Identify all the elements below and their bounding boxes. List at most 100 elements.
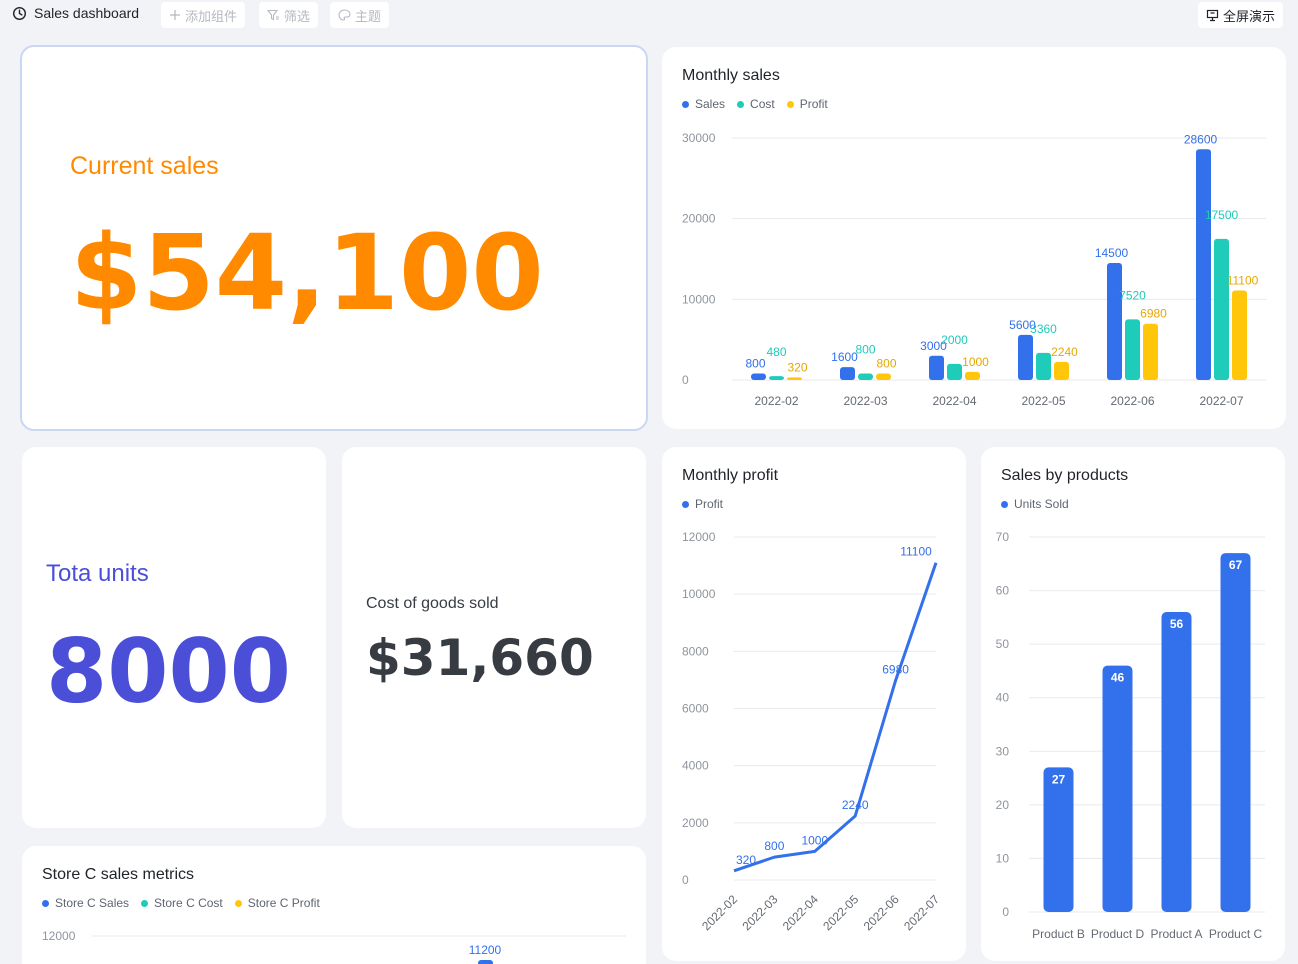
legend-dot [234,899,242,907]
y-tick-label: 6000 [682,702,709,716]
x-tick-label: 2022-04 [780,892,821,933]
filter-label: 筛选 [284,9,311,25]
legend-item-store-c-cost[interactable]: Store C Cost [141,896,223,910]
cogs-card[interactable]: Cost of goods sold $31,660 [342,447,646,828]
monthly-sales-legend: Sales Cost Profit [682,97,828,111]
monthly-sales-card[interactable]: Monthly sales Sales Cost Profit 0 10000 20… [662,47,1286,429]
y-tick-label: 30 [996,744,1010,758]
bar-profit [965,371,980,380]
y-tick-label: 8000 [682,644,709,658]
bar-cost [1125,319,1140,380]
sales-by-products-title: Sales by products [1001,467,1129,484]
data-label: 320 [787,360,807,374]
total-units-label: Tota units [46,560,149,587]
data-label: 28600 [1184,132,1218,146]
y-tick-label: 0 [682,373,689,387]
x-tick-label: 2022-04 [932,394,976,408]
data-label: 5600 [1009,318,1036,332]
plus-icon [170,10,180,20]
bar-profit [876,373,891,380]
legend-label: Sales [695,97,726,111]
top-bar: Sales dashboard 添加组件 筛选 主题 全屏演示 [0,0,1298,30]
legend-item-profit[interactable]: Profit [786,97,828,111]
monthly-profit-title: Monthly profit [682,467,779,484]
data-label: 800 [745,357,765,371]
data-label: 3360 [1030,322,1057,336]
bar-sales [1196,149,1211,380]
x-tick-label: 2022-02 [754,394,798,408]
legend-dot [737,100,745,108]
data-label: 1000 [962,355,989,369]
bar-cost [858,373,873,380]
store-c-title: Store C sales metrics [42,866,195,883]
data-label: 11100 [900,545,932,559]
bar-cost [769,376,784,380]
store-c-card[interactable]: Store C sales metrics Store C Sales Stor… [22,846,646,964]
filter-button[interactable]: 筛选 [259,2,319,28]
y-tick-label: 0 [1002,905,1009,919]
y-tick-label: 10000 [682,292,716,306]
bar-units-sold [1161,612,1192,912]
bar-profit [1054,361,1069,380]
legend-label: Store C Profit [247,896,320,910]
data-label: 6980 [882,662,909,676]
data-label: 800 [764,839,784,853]
legend-dot [682,100,689,108]
y-tick-label: 0 [682,873,689,887]
x-tick-label: 2022-03 [843,394,887,408]
legend-item-profit[interactable]: Profit [682,497,723,511]
y-tick-label: 10 [996,851,1010,865]
legend-dot [786,100,794,108]
x-tick-label: 2022-07 [1199,394,1243,408]
legend-item-store-c-profit[interactable]: Store C Profit [234,896,320,910]
y-tick-label: 10000 [682,587,716,601]
legend-dot [1001,500,1008,508]
legend-label: Store C Sales [55,896,130,910]
monthly-profit-chart: 0 2000 4000 6000 8000 10000 12000 320 800 1000 224… [682,530,942,933]
y-tick-label: 12000 [682,530,716,544]
theme-button[interactable]: 主题 [330,2,390,28]
profit-line [733,562,938,873]
add-widget-button[interactable]: 添加组件 [161,2,246,28]
clock-icon [12,6,27,20]
data-label: 11100 [1227,273,1259,287]
legend-item-cost[interactable]: Cost [737,97,775,111]
legend-item-sales[interactable]: Sales [682,97,725,111]
monthly-sales-title: Monthly sales [682,67,780,84]
legend-label: Cost [750,97,775,111]
x-tick-label: 2022-06 [1110,394,1154,408]
total-units-card[interactable]: Tota units 8000 [22,447,326,828]
bar-profit [787,377,802,380]
current-sales-value: $54,100 [70,212,544,334]
data-label: 3000 [920,339,947,353]
cogs-value: $31,660 [366,629,594,687]
fullscreen-presentation-button[interactable]: 全屏演示 [1198,2,1284,28]
data-label: 46 [1111,671,1125,685]
y-tick-label: 30000 [682,131,716,145]
x-tick-label: Product A [1150,927,1202,941]
x-tick-label: 2022-03 [739,892,780,933]
x-tick-label: Product D [1091,927,1145,941]
legend-item-units-sold[interactable]: Units Sold [1001,497,1069,511]
bar-units-sold [1043,767,1074,912]
bar-sales [1107,263,1122,380]
sales-by-products-card[interactable]: Sales by products Units Sold 0 10 20 30 40 50… [981,447,1285,961]
bar-units-sold [1102,665,1133,912]
y-tick-label: 50 [996,637,1010,651]
data-label: 800 [876,357,896,371]
bar-units-sold [1220,553,1251,912]
current-sales-card[interactable]: Current sales $54,100 [20,45,648,431]
y-tick-label: 4000 [682,759,709,773]
x-tick-label: 2022-07 [901,892,942,933]
data-label: 17500 [1205,208,1239,222]
x-tick-label: 2022-06 [861,892,902,933]
monthly-profit-card[interactable]: Monthly profit Profit 0 2000 4000 6000 8000 1… [662,447,966,961]
legend-item-store-c-sales[interactable]: Store C Sales [42,896,129,910]
y-tick-label: 2000 [682,816,709,830]
dashboard-title: Sales dashboard [12,5,139,21]
data-label: 2240 [1051,345,1078,359]
filter-icon [267,9,279,21]
data-label: 1000 [801,833,828,847]
presentation-icon [1206,9,1219,21]
current-sales-label: Current sales [70,152,219,180]
